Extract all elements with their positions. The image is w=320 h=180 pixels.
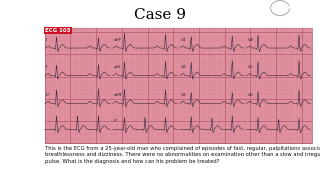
Text: V4: V4 (248, 38, 253, 42)
Text: aVF: aVF (114, 38, 122, 42)
Text: III: III (46, 93, 50, 97)
Text: This is the ECG from a 25-year-old man who complained of episodes of fast, regul: This is the ECG from a 25-year-old man w… (45, 146, 320, 164)
Text: II: II (46, 65, 49, 69)
Text: V2: V2 (181, 65, 187, 69)
Text: V3: V3 (181, 93, 187, 97)
Text: I: I (46, 38, 47, 42)
Text: V5: V5 (248, 65, 253, 69)
Text: aVL: aVL (114, 65, 122, 69)
Text: P: P (114, 119, 117, 123)
Text: V1: V1 (181, 38, 187, 42)
Text: Case 9: Case 9 (134, 8, 186, 22)
Text: aVR: aVR (114, 93, 123, 97)
Bar (45, 28, 312, 143)
Text: ECG 103: ECG 103 (45, 28, 71, 33)
Text: V6: V6 (248, 93, 253, 97)
